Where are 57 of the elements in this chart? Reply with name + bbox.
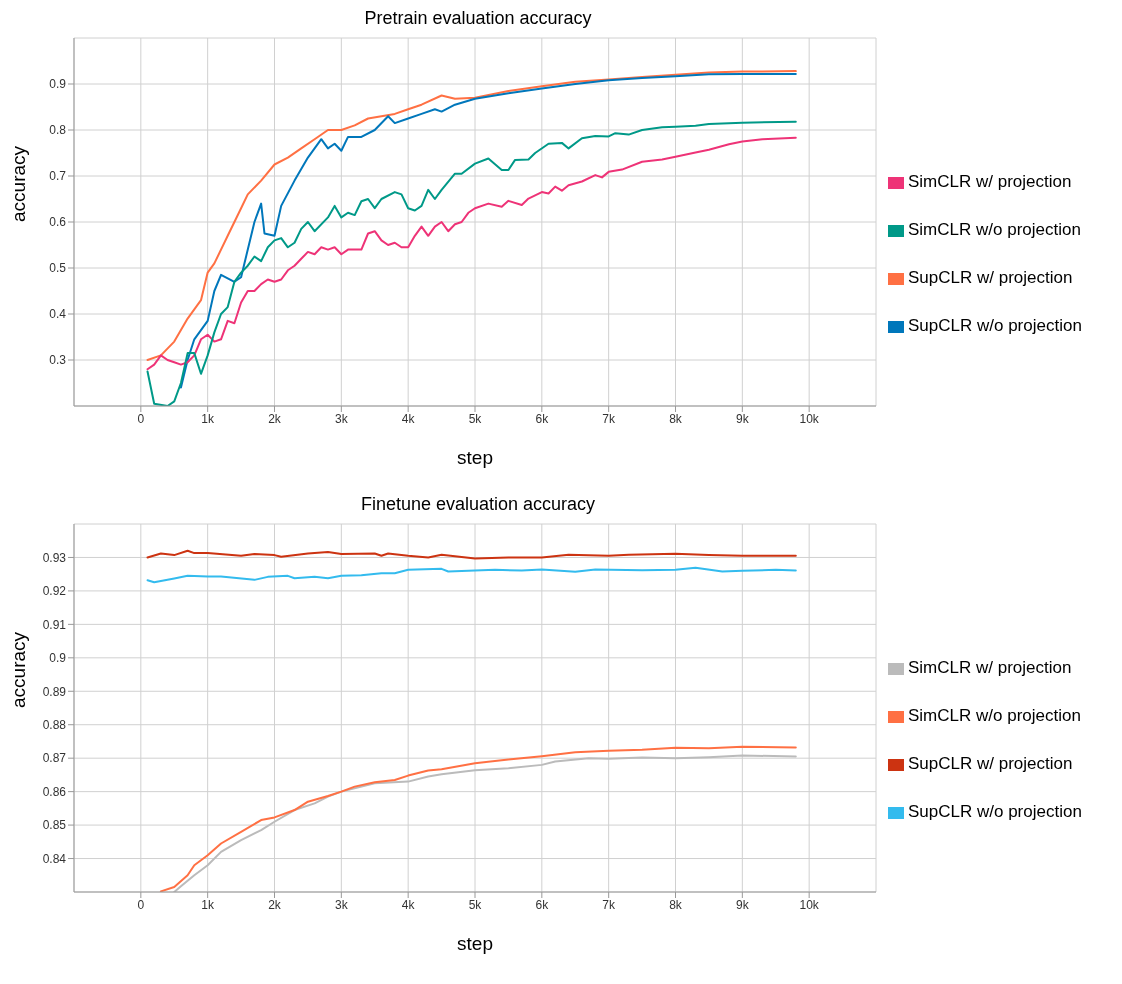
x-tick-label: 10k <box>799 411 820 426</box>
y-tick-label: 0.85 <box>42 818 67 833</box>
x-tick-label: 3k <box>334 897 349 912</box>
x-tick-label: 9k <box>735 897 750 912</box>
x-axis-title: step <box>457 933 493 954</box>
legend-label: SimCLR w/o projection <box>908 220 1081 239</box>
x-tick-label: 2k <box>268 897 282 912</box>
y-axis-title: accuracy <box>7 631 29 708</box>
x-tick-label: 8k <box>669 897 683 912</box>
x-tick-label: 5k <box>468 897 483 912</box>
x-tick-label: 1k <box>201 411 215 426</box>
y-tick-label: 0.8 <box>49 123 67 138</box>
y-axis-title: accuracy <box>7 145 29 222</box>
x-axis-title: step <box>457 447 493 468</box>
x-tick-label: 0 <box>137 897 145 912</box>
y-tick-label: 0.88 <box>42 717 67 732</box>
x-tick-label: 0 <box>137 411 145 426</box>
legend-label: SimCLR w/o projection <box>908 706 1081 725</box>
x-tick-label: 10k <box>799 897 820 912</box>
x-tick-label: 4k <box>401 897 416 912</box>
y-tick-label: 0.9 <box>49 77 67 92</box>
x-tick-label: 1k <box>201 897 215 912</box>
legend-label: SupCLR w/ projection <box>908 268 1073 287</box>
line-series <box>146 549 797 560</box>
x-tick-label: 9k <box>735 411 750 426</box>
y-tick-label: 0.89 <box>42 684 67 699</box>
x-tick-label: 7k <box>602 411 616 426</box>
line-series <box>146 136 797 371</box>
y-tick-label: 0.91 <box>42 617 67 632</box>
y-tick-label: 0.84 <box>42 851 67 866</box>
x-tick-label: 8k <box>669 411 683 426</box>
y-tick-label: 0.4 <box>49 307 67 322</box>
x-tick-label: 5k <box>468 411 483 426</box>
x-tick-label: 4k <box>401 411 416 426</box>
y-tick-label: 0.87 <box>42 751 67 766</box>
line-series <box>146 120 797 406</box>
x-tick-label: 3k <box>334 411 349 426</box>
x-tick-label: 6k <box>535 897 550 912</box>
legend-label: SupCLR w/o projection <box>908 802 1082 821</box>
legend-label: SupCLR w/ projection <box>908 754 1073 773</box>
line-series <box>146 566 797 584</box>
legend-label: SimCLR w/ projection <box>908 172 1072 191</box>
chart-title: Pretrain evaluation accuracy <box>363 8 593 30</box>
y-tick-label: 0.9 <box>49 651 67 666</box>
legend-label: SimCLR w/ projection <box>908 658 1072 677</box>
y-tick-label: 0.86 <box>42 784 67 799</box>
y-tick-label: 0.93 <box>42 550 67 565</box>
y-tick-label: 0.5 <box>49 261 67 276</box>
x-tick-label: 7k <box>602 897 616 912</box>
chart-title: Finetune evaluation accuracy <box>359 494 597 516</box>
x-tick-label: 2k <box>268 411 282 426</box>
y-tick-label: 0.7 <box>49 169 67 184</box>
y-tick-label: 0.6 <box>49 215 67 230</box>
y-tick-label: 0.3 <box>49 353 67 368</box>
legend-label: SupCLR w/o projection <box>908 316 1082 335</box>
x-tick-label: 6k <box>535 411 550 426</box>
y-tick-label: 0.92 <box>42 584 67 599</box>
